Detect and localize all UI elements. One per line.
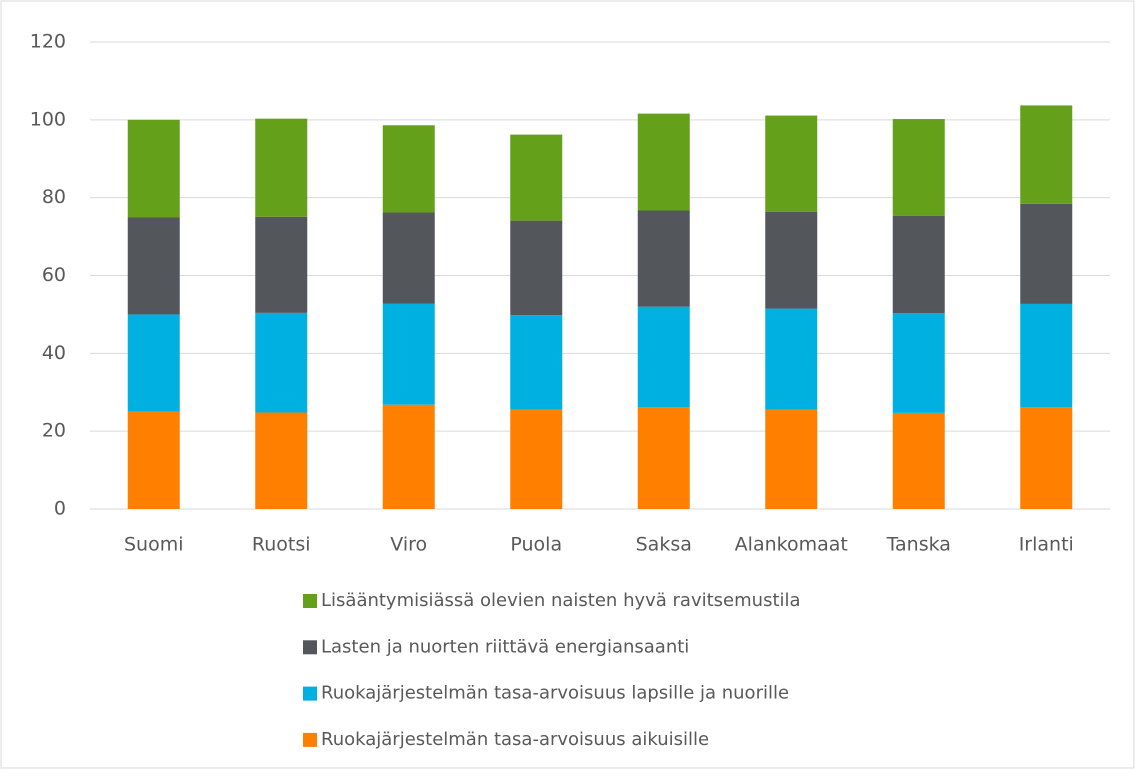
x-tick-label: Suomi [124, 534, 184, 556]
bar-segment [637, 113, 690, 211]
bar-segment [127, 217, 180, 315]
y-tick-label: 40 [42, 342, 66, 364]
bar-segment [382, 125, 435, 213]
x-tick-label: Ruotsi [252, 534, 311, 556]
bar-segment [255, 118, 308, 217]
bar-segment [892, 313, 945, 413]
y-tick-label: 120 [30, 31, 66, 53]
bar-segment [255, 216, 308, 313]
bar-segment [637, 306, 690, 408]
legend-label: Lasten ja nuorten riittävä energiansaant… [321, 636, 689, 657]
legend-swatch [303, 594, 317, 608]
bar-segment [255, 412, 308, 509]
y-tick-label: 80 [42, 186, 66, 208]
bar-segment [892, 412, 945, 509]
bar-segment [1020, 203, 1073, 304]
bar-segment [382, 404, 435, 509]
bar-segment [637, 210, 690, 307]
x-tick-label: Tanska [886, 534, 951, 556]
bar-segment [127, 411, 180, 509]
bar-segment [892, 215, 945, 314]
y-tick-label: 20 [42, 420, 66, 442]
y-tick-label: 60 [42, 264, 66, 286]
bar-segment [510, 134, 563, 221]
bar-segment [637, 407, 690, 509]
legend-label: Lisääntymisiässä olevien naisten hyvä ra… [321, 590, 801, 611]
bar-segment [765, 211, 818, 309]
bar-segment [382, 212, 435, 304]
bar-segment [765, 115, 818, 212]
legend-swatch [303, 732, 317, 747]
x-tick-label: Viro [390, 534, 427, 556]
bar-segment [127, 314, 180, 412]
bar-segment [1020, 303, 1073, 408]
x-tick-label: Irlanti [1019, 534, 1074, 556]
bar-segment [892, 119, 945, 216]
bar-segment [1020, 105, 1073, 204]
legend-swatch [303, 686, 317, 701]
bar-segment [510, 315, 563, 410]
y-tick-label: 0 [54, 498, 66, 520]
bar-segment [510, 220, 563, 316]
bar-segment [1020, 407, 1073, 509]
bar-segment [765, 308, 818, 410]
bar-segment [382, 303, 435, 405]
x-tick-label: Alankomaat [735, 534, 848, 556]
legend-label: Ruokajärjestelmän tasa-arvoisuus aikuisi… [321, 729, 709, 750]
bar-segment [510, 409, 563, 509]
bar-segment [127, 119, 180, 218]
bar-segment [765, 409, 818, 509]
legend-swatch [303, 640, 317, 655]
y-tick-label: 100 [30, 108, 66, 130]
x-tick-label: Saksa [636, 534, 692, 556]
x-tick-label: Puola [510, 534, 562, 556]
bar-segment [255, 312, 308, 413]
legend-label: Ruokajärjestelmän tasa-arvoisuus lapsill… [321, 683, 789, 704]
